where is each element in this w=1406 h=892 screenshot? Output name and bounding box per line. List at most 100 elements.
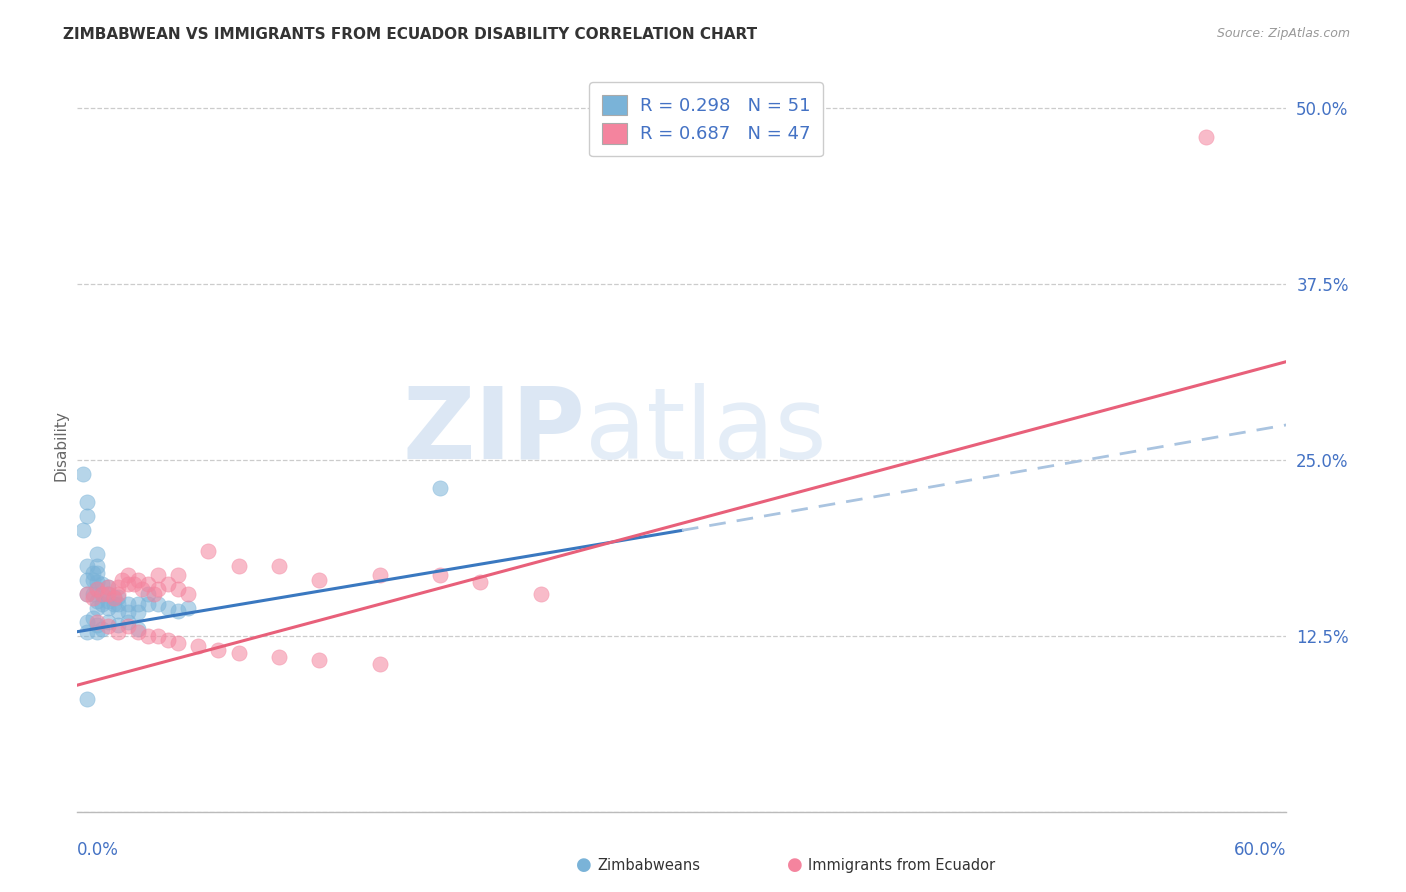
Point xyxy=(86,558,108,573)
Point xyxy=(86,624,108,639)
Point xyxy=(76,692,98,706)
Point xyxy=(131,582,153,597)
Point xyxy=(96,580,118,594)
Point xyxy=(136,629,159,643)
Point xyxy=(82,573,104,587)
Point xyxy=(76,495,98,509)
Point xyxy=(146,597,169,611)
Point xyxy=(117,597,139,611)
Point xyxy=(167,604,190,618)
Legend: R = 0.298   N = 51, R = 0.687   N = 47: R = 0.298 N = 51, R = 0.687 N = 47 xyxy=(589,82,823,156)
Point xyxy=(146,568,169,582)
Point xyxy=(86,547,108,561)
Point xyxy=(146,629,169,643)
Point xyxy=(86,615,108,629)
Point xyxy=(127,573,149,587)
Point xyxy=(86,582,108,597)
Point xyxy=(429,568,451,582)
Point xyxy=(127,605,149,619)
Point xyxy=(76,587,98,601)
Point xyxy=(127,622,149,636)
Point xyxy=(96,600,118,615)
Point xyxy=(167,582,190,597)
Point xyxy=(122,577,145,591)
Point xyxy=(96,580,118,594)
Point xyxy=(117,577,139,591)
Point xyxy=(530,587,553,601)
Point xyxy=(127,597,149,611)
Point xyxy=(228,646,250,660)
Point xyxy=(136,577,159,591)
Point xyxy=(96,615,118,629)
Text: atlas: atlas xyxy=(585,383,827,480)
Point xyxy=(86,600,108,615)
Point xyxy=(197,544,219,558)
Point xyxy=(157,600,180,615)
Point xyxy=(136,587,159,601)
Text: Source: ZipAtlas.com: Source: ZipAtlas.com xyxy=(1216,27,1350,40)
Point xyxy=(308,653,330,667)
Point xyxy=(107,587,129,601)
Point xyxy=(308,573,330,587)
Point xyxy=(267,650,290,665)
Y-axis label: Disability: Disability xyxy=(53,410,69,482)
Point xyxy=(90,587,112,601)
Point xyxy=(167,636,190,650)
Point xyxy=(117,605,139,619)
Text: Immigrants from Ecuador: Immigrants from Ecuador xyxy=(808,858,995,872)
Point xyxy=(127,624,149,639)
Point xyxy=(96,587,118,601)
Point xyxy=(207,643,229,657)
Point xyxy=(103,590,125,604)
Point xyxy=(107,580,129,594)
Point xyxy=(76,509,98,524)
Point xyxy=(103,597,125,611)
Point xyxy=(107,604,129,618)
Point xyxy=(76,615,98,629)
Point xyxy=(86,582,108,597)
Point xyxy=(76,558,98,573)
Point xyxy=(72,467,94,482)
Point xyxy=(177,587,200,601)
Point xyxy=(157,633,180,648)
Point xyxy=(96,619,118,633)
Text: ZIMBABWEAN VS IMMIGRANTS FROM ECUADOR DISABILITY CORRELATION CHART: ZIMBABWEAN VS IMMIGRANTS FROM ECUADOR DI… xyxy=(63,27,758,42)
Point xyxy=(86,617,108,632)
Text: 0.0%: 0.0% xyxy=(77,841,120,859)
Text: ●: ● xyxy=(786,856,803,874)
Point xyxy=(429,481,451,495)
Point xyxy=(470,575,492,590)
Point xyxy=(86,566,108,580)
Point xyxy=(90,597,112,611)
Point xyxy=(267,558,290,573)
Point xyxy=(117,568,139,582)
Point xyxy=(86,575,108,590)
Point xyxy=(82,591,104,605)
Point xyxy=(107,597,129,611)
Point xyxy=(107,617,129,632)
Point xyxy=(117,615,139,629)
Point xyxy=(76,573,98,587)
Point xyxy=(82,566,104,580)
Text: 60.0%: 60.0% xyxy=(1234,841,1286,859)
Point xyxy=(157,577,180,591)
Point xyxy=(82,610,104,624)
Point xyxy=(107,590,129,604)
Text: ZIP: ZIP xyxy=(402,383,585,480)
Point xyxy=(117,619,139,633)
Text: Zimbabweans: Zimbabweans xyxy=(598,858,700,872)
Point xyxy=(187,639,209,653)
Point xyxy=(96,593,118,607)
Point xyxy=(111,573,134,587)
Point xyxy=(90,587,112,601)
Point xyxy=(90,577,112,591)
Point xyxy=(146,582,169,597)
Point xyxy=(177,600,200,615)
Point xyxy=(142,587,165,601)
Point xyxy=(96,587,118,601)
Point xyxy=(368,657,391,671)
Point xyxy=(368,568,391,582)
Point xyxy=(103,591,125,605)
Point xyxy=(72,524,94,538)
Point xyxy=(1195,129,1218,144)
